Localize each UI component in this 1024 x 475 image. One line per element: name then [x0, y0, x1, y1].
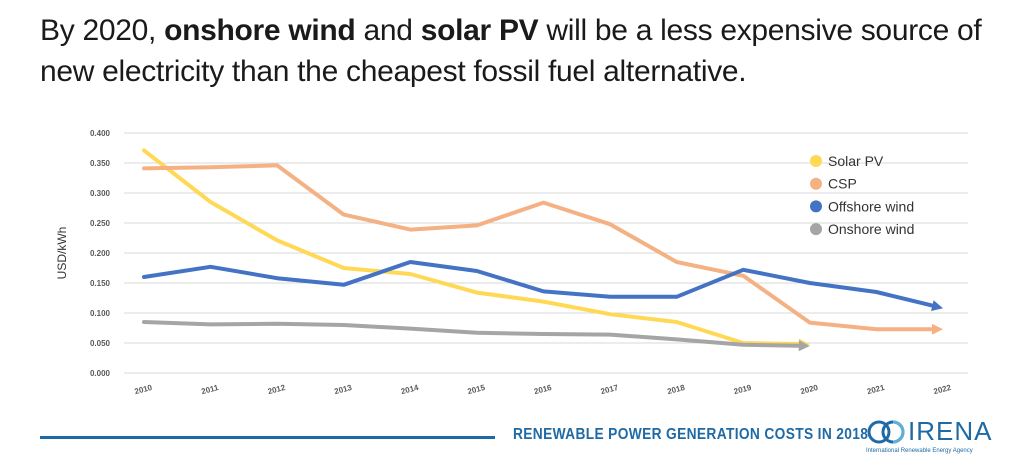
x-tick-label: 2013	[333, 383, 353, 396]
headline-bold-solar-pv: solar PV	[420, 14, 539, 47]
logo-subtitle: International Renewable Energy Agency	[866, 448, 973, 454]
chart-grid	[124, 132, 968, 374]
legend-marker-onshore-wind	[810, 223, 822, 236]
legend-marker-csp	[810, 177, 822, 190]
headline-part-2: and	[355, 14, 421, 47]
x-tick-label: 2016	[533, 383, 553, 396]
headline-bold-onshore-wind: onshore wind	[164, 14, 356, 47]
y-tick-label: 0.150	[90, 279, 111, 288]
legend-marker-solar-pv	[810, 155, 822, 167]
series-line-solar-pv	[142, 148, 801, 347]
x-tick-label: 2019	[733, 383, 753, 396]
x-tick-label: 2015	[467, 383, 487, 396]
x-tick-label: 2017	[600, 383, 620, 396]
headline-part-1: By 2020,	[40, 14, 165, 47]
footer-divider	[40, 436, 495, 439]
y-tick-label: 0.400	[90, 129, 111, 138]
x-tick-label: 2011	[200, 383, 220, 396]
legend-marker-offshore-wind	[810, 200, 822, 213]
x-tick-label: 2020	[799, 383, 819, 396]
chart-series	[142, 148, 943, 352]
y-axis-label: USD/kWh	[55, 227, 69, 280]
y-tick-label: 0.200	[90, 249, 111, 258]
x-tick-label: 2010	[134, 383, 154, 396]
x-tick-label: 2012	[267, 383, 287, 396]
y-tick-label: 0.300	[90, 189, 111, 198]
x-tick-label: 2022	[933, 383, 953, 396]
legend-label-csp: CSP	[828, 176, 857, 192]
x-tick-label: 2018	[666, 383, 686, 396]
footer-title: RENEWABLE POWER GENERATION COSTS IN 2018	[513, 426, 869, 443]
headline-part-3: will be a less expensive source of new e…	[40, 14, 982, 88]
y-tick-label: 0.050	[90, 339, 111, 348]
irena-logo: IRENA International Renewable Energy Age…	[866, 414, 1006, 462]
series-line-offshore-wind	[142, 260, 935, 308]
irena-globe-icon	[867, 420, 905, 444]
y-axis-ticks: 0.000 0.050 0.100 0.150 0.200 0.250 0.300 0.350…	[90, 129, 111, 378]
legend-label-solar-pv: Solar PV	[828, 153, 884, 169]
series-line-onshore-wind	[142, 320, 801, 348]
y-tick-label: 0.250	[90, 219, 111, 228]
x-axis-ticks: 2010 2011 2012 2013 2014 2015 2016 2017 2018 2019…	[134, 383, 953, 396]
x-tick-label: 2021	[866, 383, 886, 396]
y-tick-label: 0.350	[90, 159, 111, 168]
chart-legend: Solar PV CSP Offshore wind Onshore wind	[810, 153, 914, 237]
legend-label-onshore-wind: Onshore wind	[828, 221, 914, 237]
headline: By 2020, onshore wind and solar PV will …	[40, 10, 1000, 92]
series-arrow-csp	[932, 323, 943, 335]
series-line-csp	[142, 163, 934, 332]
y-tick-label: 0.000	[90, 369, 111, 378]
x-tick-label: 2014	[400, 383, 420, 396]
series-arrow-offshore-wind	[931, 300, 943, 311]
series-arrow-onshore-wind	[798, 340, 810, 352]
logo-name: IRENA	[908, 416, 993, 446]
y-tick-label: 0.100	[90, 309, 111, 318]
legend-label-offshore-wind: Offshore wind	[828, 198, 914, 214]
